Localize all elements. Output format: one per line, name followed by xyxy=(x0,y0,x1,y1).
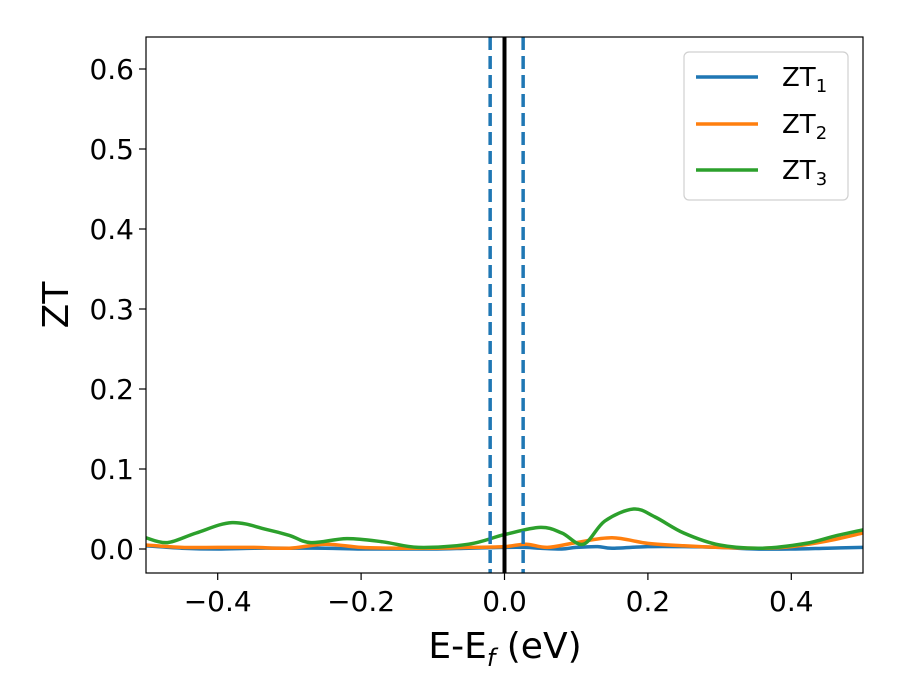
x-tick-label: 0.4 xyxy=(769,585,814,618)
x-axis-label-main: E-E xyxy=(428,626,486,667)
x-tick-label: 0.2 xyxy=(626,585,671,618)
legend-label-zt2: ZT2 xyxy=(782,110,827,144)
y-tick-label: 0.4 xyxy=(89,213,134,246)
y-tick-label: 0.5 xyxy=(89,133,134,166)
y-tick-label: 0.6 xyxy=(89,53,134,86)
series-line-zt3 xyxy=(146,507,863,550)
legend-label-zt1: ZT1 xyxy=(782,63,827,97)
x-tick-label: −0.4 xyxy=(184,585,252,618)
x-axis-label: E-Ef (eV) xyxy=(428,626,581,672)
x-axis-label-unit: (eV) xyxy=(495,626,581,667)
y-axis-label: ZT xyxy=(36,281,77,329)
legend-label-zt3-sub: 3 xyxy=(816,169,827,190)
plot-layer xyxy=(146,37,863,573)
legend-label-zt3: ZT3 xyxy=(782,156,827,190)
x-tick-label: −0.2 xyxy=(327,585,395,618)
x-tick-label: 0.0 xyxy=(482,585,527,618)
legend: ZT1 ZT2 ZT3 xyxy=(683,51,849,201)
legend-label-zt3-main: ZT xyxy=(782,156,816,186)
y-tick-label: 0.0 xyxy=(89,533,134,566)
legend-label-zt2-main: ZT xyxy=(782,110,816,140)
legend-label-zt1-main: ZT xyxy=(782,63,816,93)
y-tick-label: 0.2 xyxy=(89,373,134,406)
legend-label-zt2-sub: 2 xyxy=(816,123,827,144)
ticks-layer: −0.4 −0.2 0.0 0.2 0.4 0.0 0.1 0.2 0.3 0.4 0.5 0.6 xyxy=(89,53,813,618)
legend-box xyxy=(683,51,849,201)
legend-label-zt1-sub: 1 xyxy=(816,76,827,97)
y-tick-label: 0.3 xyxy=(89,293,134,326)
y-tick-label: 0.1 xyxy=(89,453,134,486)
